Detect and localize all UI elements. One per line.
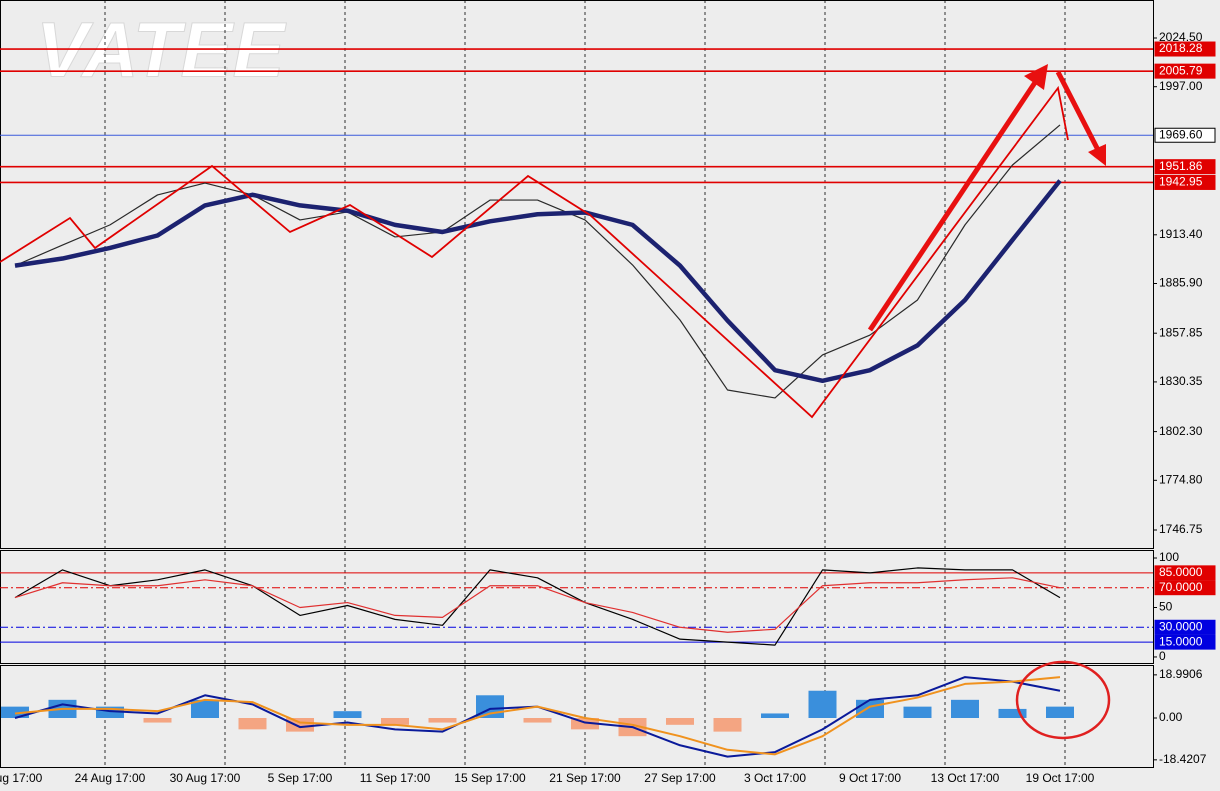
level-label: 2018.28 bbox=[1159, 41, 1203, 55]
y-tick-label: 1997.00 bbox=[1159, 79, 1203, 93]
highlight-circle bbox=[1015, 660, 1111, 740]
series-line bbox=[14, 676, 1061, 756]
histogram-bar bbox=[761, 713, 789, 718]
panel-frame bbox=[0, 0, 1154, 549]
series-line bbox=[14, 124, 1061, 399]
x-tick-label: 24 Aug 17:00 bbox=[75, 771, 146, 785]
histogram-bar bbox=[523, 717, 552, 723]
y-tick-label: 2024.50 bbox=[1159, 30, 1203, 44]
y-tick-label: 1802.30 bbox=[1159, 424, 1203, 438]
x-tick-label: 3 Oct 17:00 bbox=[744, 771, 806, 785]
level-badge bbox=[1154, 174, 1216, 190]
x-tick-label: Aug 17:00 bbox=[0, 771, 43, 785]
histogram-bar bbox=[286, 717, 314, 732]
histogram-bar bbox=[1, 706, 29, 718]
histogram-bar bbox=[998, 708, 1027, 718]
zigzag bbox=[0, 85, 1069, 419]
level-label: 1969.60 bbox=[1159, 127, 1203, 141]
level-badge bbox=[1154, 619, 1216, 635]
level-badge bbox=[1154, 159, 1216, 175]
series-line bbox=[14, 567, 1061, 646]
histogram-bar bbox=[96, 706, 124, 718]
histogram-bar bbox=[1046, 706, 1074, 718]
trend-arrow bbox=[867, 73, 1043, 332]
level-label: 1951.86 bbox=[1159, 159, 1203, 173]
x-tick-label: 9 Oct 17:00 bbox=[839, 771, 901, 785]
y-tick-label: 18.9906 bbox=[1159, 667, 1203, 681]
level-badge bbox=[1154, 63, 1216, 79]
histogram-bar bbox=[333, 711, 362, 718]
level-label: 2005.79 bbox=[1159, 63, 1203, 77]
level-label: 30.0000 bbox=[1159, 619, 1203, 633]
histogram-bar bbox=[143, 717, 172, 723]
histogram-bar bbox=[666, 717, 694, 725]
x-tick-label: 30 Aug 17:00 bbox=[170, 771, 241, 785]
histogram-bar bbox=[713, 717, 742, 732]
y-tick-label: 50 bbox=[1159, 600, 1173, 614]
x-tick-label: 11 Sep 17:00 bbox=[360, 771, 431, 785]
panel-frame bbox=[0, 665, 1154, 768]
level-badge bbox=[1154, 634, 1216, 650]
y-tick-label: -18.4207 bbox=[1159, 752, 1207, 766]
x-tick-label: 5 Sep 17:00 bbox=[268, 771, 333, 785]
level-badge bbox=[1154, 41, 1216, 57]
histogram-bar bbox=[571, 717, 599, 730]
y-tick-label: 1913.40 bbox=[1159, 227, 1203, 241]
series-line bbox=[14, 179, 1062, 384]
histogram-bar bbox=[808, 690, 837, 718]
level-label: 70.0000 bbox=[1159, 580, 1203, 594]
level-label: 1942.95 bbox=[1159, 175, 1203, 189]
y-tick-label: 1746.75 bbox=[1159, 522, 1203, 536]
series-line bbox=[14, 577, 1061, 633]
arrow-head bbox=[1088, 144, 1106, 166]
x-tick-label: 19 Oct 17:00 bbox=[1026, 771, 1095, 785]
histogram-bar bbox=[381, 717, 409, 725]
x-tick-label: 27 Sep 17:00 bbox=[644, 771, 716, 785]
level-badge bbox=[1154, 127, 1216, 143]
y-tick-label: 1830.35 bbox=[1159, 374, 1203, 388]
y-tick-label: 1885.90 bbox=[1159, 276, 1203, 290]
y-tick-label: 0.00 bbox=[1159, 710, 1183, 724]
histogram-bar bbox=[191, 699, 219, 718]
level-badge bbox=[1154, 565, 1216, 581]
histogram-bar bbox=[856, 699, 884, 718]
y-tick-label: 0 bbox=[1159, 649, 1166, 663]
histogram-bar bbox=[951, 699, 979, 718]
histogram-bar bbox=[238, 717, 267, 730]
y-tick-label: 1774.80 bbox=[1159, 472, 1203, 486]
y-tick-label: 1857.85 bbox=[1159, 325, 1203, 339]
level-label: 85.0000 bbox=[1159, 565, 1203, 579]
y-tick-label: 100 bbox=[1159, 550, 1179, 564]
arrow-head bbox=[1024, 64, 1048, 90]
level-badge bbox=[1154, 580, 1216, 596]
x-tick-label: 15 Sep 17:00 bbox=[454, 771, 526, 785]
histogram-bar bbox=[428, 717, 457, 723]
histogram-bar bbox=[903, 706, 932, 718]
level-label: 15.0000 bbox=[1159, 634, 1203, 648]
x-tick-label: 21 Sep 17:00 bbox=[549, 771, 621, 785]
trend-arrow bbox=[1055, 70, 1101, 152]
x-tick-label: 13 Oct 17:00 bbox=[931, 771, 1000, 785]
